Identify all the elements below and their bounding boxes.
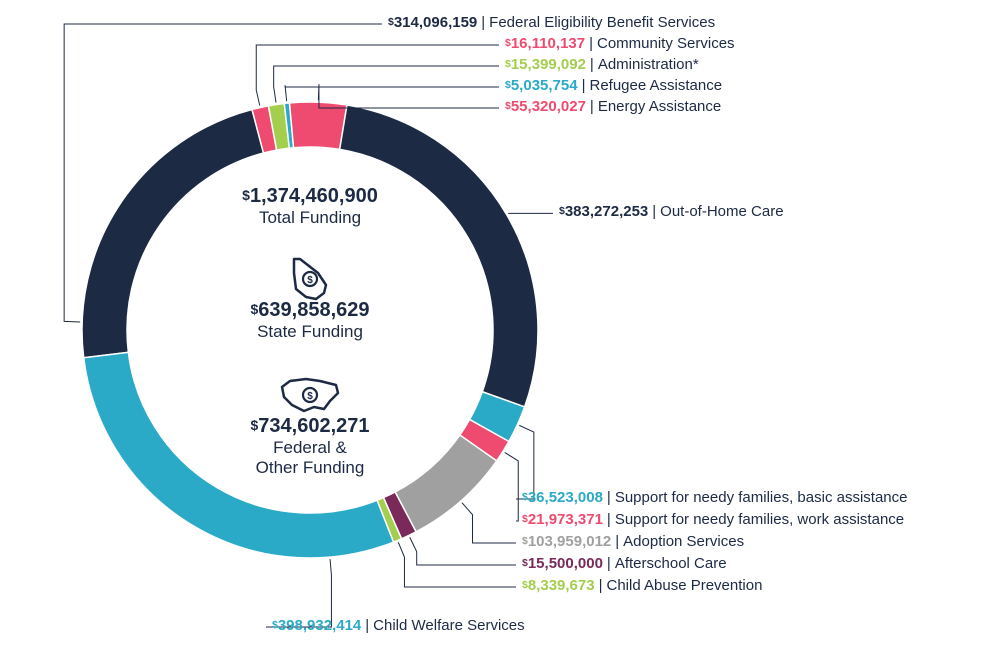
svg-text:$: $	[307, 391, 313, 402]
separator: |	[603, 511, 615, 528]
leader-line	[274, 66, 499, 103]
slice-name: Administration*	[598, 56, 699, 73]
separator: |	[361, 617, 373, 634]
slice-label: $21,973,371|Support for needy families, …	[522, 511, 904, 529]
slice-label: $16,110,137|Community Services	[505, 35, 735, 53]
slice-name: Support for needy families, work assista…	[615, 511, 904, 528]
separator: |	[586, 98, 598, 115]
center-amount: $639,858,629	[190, 299, 430, 322]
leader-line	[462, 503, 516, 543]
funding-donut-chart: $$	[0, 0, 1000, 651]
slice-label: $398,932,414|Child Welfare Services	[272, 617, 525, 635]
svg-text:$: $	[307, 275, 313, 286]
slice-amount: $8,339,673	[522, 577, 595, 594]
slice-label: $314,096,159|Federal Eligibility Benefit…	[388, 14, 715, 32]
separator: |	[611, 533, 623, 550]
donut-slice	[340, 105, 538, 407]
center-label: Total Funding	[190, 208, 430, 228]
slice-label: $383,272,253|Out-of-Home Care	[559, 203, 784, 221]
slice-name: Child Welfare Services	[373, 617, 524, 634]
slice-amount: $21,973,371	[522, 511, 603, 528]
slice-amount: $36,523,008	[522, 489, 603, 506]
slice-amount: $55,320,027	[505, 98, 586, 115]
slice-name: Child Abuse Prevention	[606, 577, 762, 594]
leader-line	[505, 452, 519, 521]
center-label: State Funding	[190, 322, 430, 342]
slice-label: $15,500,000|Afterschool Care	[522, 555, 727, 573]
slice-amount: $16,110,137	[505, 35, 585, 52]
separator: |	[477, 14, 489, 31]
slice-label: $8,339,673|Child Abuse Prevention	[522, 577, 762, 595]
center-stat: $639,858,629State Funding	[190, 299, 430, 342]
separator: |	[586, 56, 598, 73]
slice-label: $103,959,012|Adoption Services	[522, 533, 744, 551]
slice-amount: $103,959,012	[522, 533, 611, 550]
separator: |	[648, 203, 660, 220]
donut-slice	[289, 102, 346, 149]
slice-name: Adoption Services	[623, 533, 744, 550]
slice-amount: $383,272,253	[559, 203, 648, 220]
center-amount: $1,374,460,900	[190, 185, 430, 208]
slice-name: Support for needy families, basic assist…	[615, 489, 908, 506]
slice-name: Afterschool Care	[615, 555, 727, 572]
separator: |	[585, 35, 597, 52]
slice-name: Community Services	[597, 35, 735, 52]
separator: |	[578, 77, 590, 94]
slice-amount: $15,500,000	[522, 555, 603, 572]
leader-line	[256, 45, 499, 106]
slice-label: $36,523,008|Support for needy families, …	[522, 489, 907, 507]
slice-label: $5,035,754|Refugee Assistance	[505, 77, 722, 95]
slice-label: $15,399,092|Administration*	[505, 56, 699, 74]
slice-label: $55,320,027|Energy Assistance	[505, 98, 721, 116]
center-label: Federal &Other Funding	[190, 438, 430, 478]
separator: |	[595, 577, 607, 594]
slice-amount: $5,035,754	[505, 77, 578, 94]
slice-amount: $314,096,159	[388, 14, 477, 31]
slice-name: Refugee Assistance	[589, 77, 722, 94]
center-stat: $734,602,271Federal &Other Funding	[190, 415, 430, 478]
separator: |	[603, 489, 615, 506]
slice-name: Out-of-Home Care	[660, 203, 783, 220]
separator: |	[603, 555, 615, 572]
slice-amount: $398,932,414	[272, 617, 361, 634]
center-stat: $1,374,460,900Total Funding	[190, 185, 430, 228]
center-amount: $734,602,271	[190, 415, 430, 438]
leader-line	[285, 85, 499, 101]
slice-name: Federal Eligibility Benefit Services	[489, 14, 715, 31]
leader-line	[410, 537, 516, 565]
slice-name: Energy Assistance	[598, 98, 721, 115]
slice-amount: $15,399,092	[505, 56, 586, 73]
